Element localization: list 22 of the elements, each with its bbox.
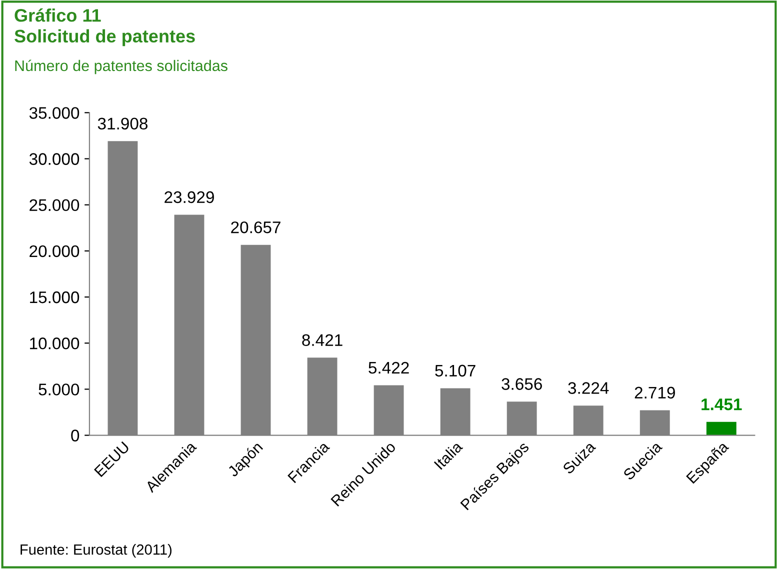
- y-tick-label: 25.000: [30, 199, 80, 212]
- y-tick-label: 0: [71, 430, 80, 442]
- chart-title: Gráfico 11 Solicitud de patentes: [14, 8, 195, 46]
- data-label: 3.656: [502, 378, 542, 390]
- y-tick-label: 5.000: [38, 384, 80, 396]
- data-label: 5.422: [368, 362, 409, 374]
- bar: [706, 422, 736, 436]
- y-tick-label: 35.000: [29, 107, 80, 119]
- data-label: 23.929: [164, 191, 214, 204]
- chart-subtitle: Número de patentes solicitadas: [15, 60, 228, 74]
- source-note: Fuente: Eurostat (2011): [20, 544, 172, 558]
- data-label: 31.908: [98, 118, 148, 130]
- data-label: 8.421: [302, 334, 342, 346]
- y-tick-label: 15.000: [30, 291, 80, 304]
- y-tick-label: 10.000: [30, 338, 80, 350]
- data-label: 20.657: [231, 221, 280, 234]
- data-label: 5.107: [435, 364, 476, 377]
- y-tick-label: 20.000: [30, 245, 80, 258]
- data-label: 3.224: [568, 382, 609, 394]
- y-tick-label: 30.000: [29, 153, 80, 165]
- data-label: 2.719: [634, 386, 675, 399]
- data-label: 1.451: [702, 398, 742, 410]
